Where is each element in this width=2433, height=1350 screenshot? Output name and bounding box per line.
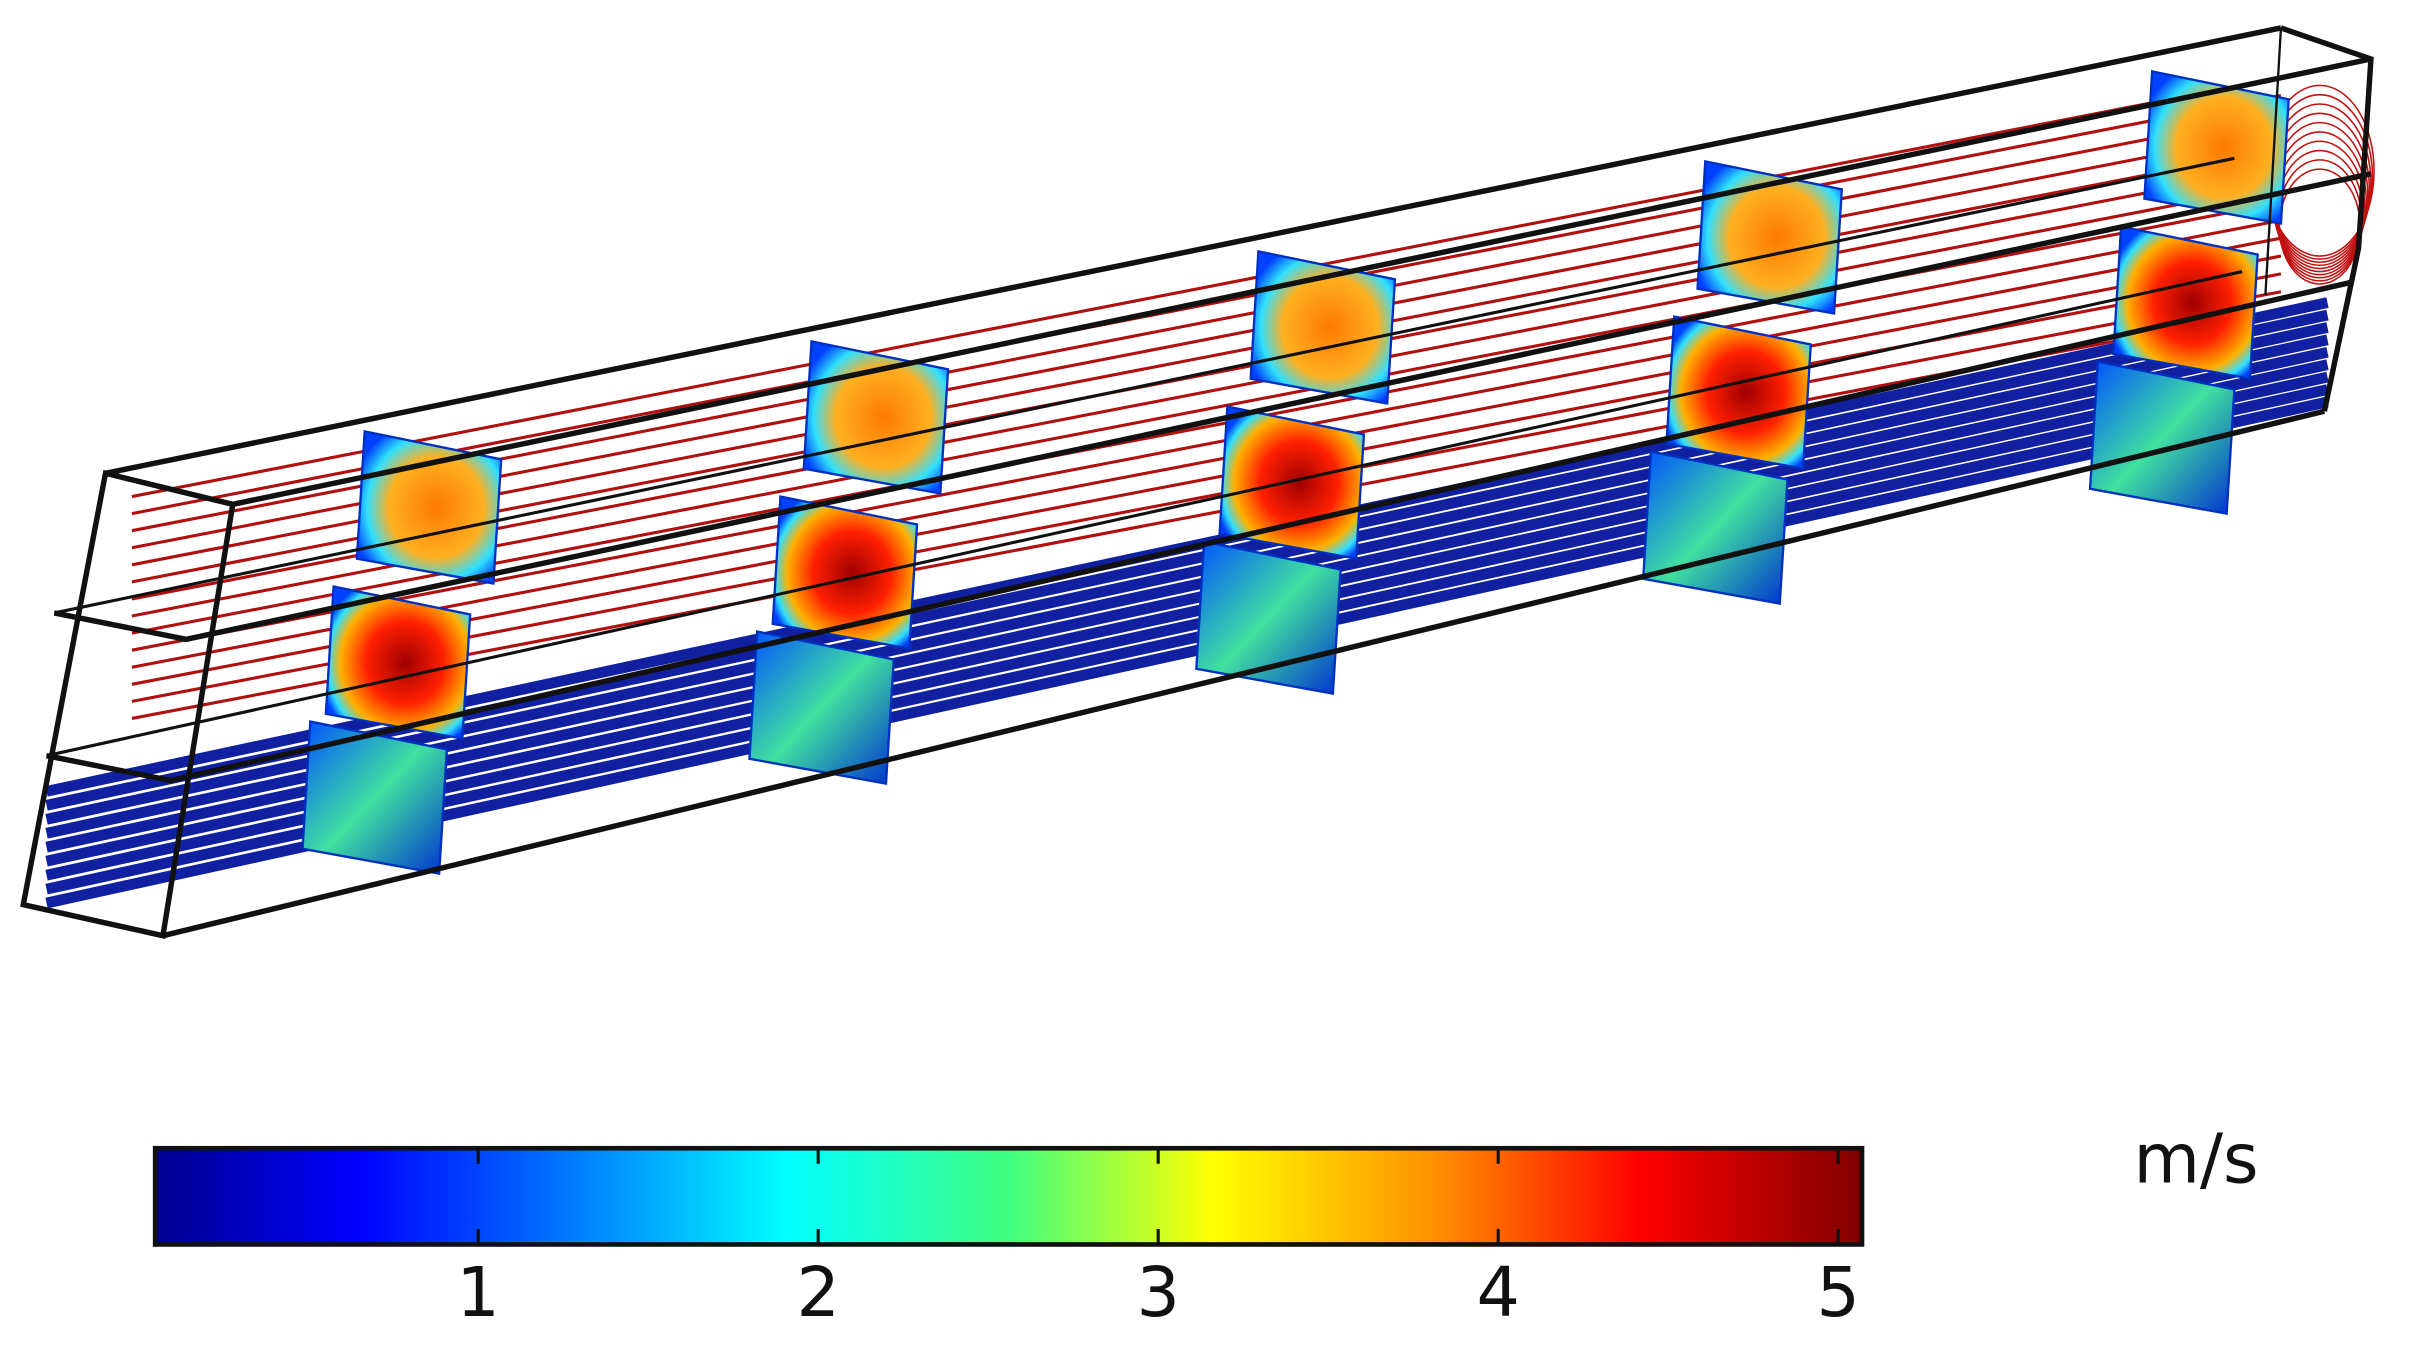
divider — [46, 270, 2243, 758]
outlet-face — [2280, 25, 2374, 412]
streamline — [2272, 131, 2368, 273]
edge — [232, 56, 2372, 507]
slice — [324, 585, 472, 740]
slice — [748, 630, 895, 785]
tick-label: 1 — [456, 1254, 499, 1333]
slice — [771, 495, 919, 651]
divider — [46, 279, 2352, 784]
unit-label: m/s — [2134, 1120, 2259, 1199]
edge — [2264, 27, 2283, 295]
slice — [2143, 69, 2290, 225]
slice — [1195, 540, 1342, 695]
slice — [1249, 249, 1397, 405]
streamline — [2273, 140, 2366, 276]
divider — [53, 156, 2235, 615]
divider — [53, 171, 2372, 643]
slice — [2112, 225, 2259, 381]
streamline — [131, 76, 2282, 499]
streamline — [131, 290, 2282, 703]
channel-outline — [20, 25, 2374, 939]
streamline — [131, 254, 2282, 669]
tick-label: 2 — [796, 1254, 839, 1333]
slice — [802, 339, 950, 495]
slice — [301, 720, 449, 875]
edge — [104, 25, 2282, 476]
tick-label: 4 — [1476, 1254, 1519, 1333]
slice — [1641, 450, 1789, 606]
streamline — [45, 322, 2329, 825]
streamline — [131, 93, 2282, 516]
slice — [2088, 360, 2236, 516]
tick-label: 3 — [1136, 1254, 1179, 1333]
tick-label: 5 — [1816, 1254, 1859, 1333]
colorbar: 1 2 3 4 5 — [152, 1145, 1865, 1333]
colorbar-scale — [152, 1145, 1865, 1247]
edge — [162, 408, 2326, 939]
